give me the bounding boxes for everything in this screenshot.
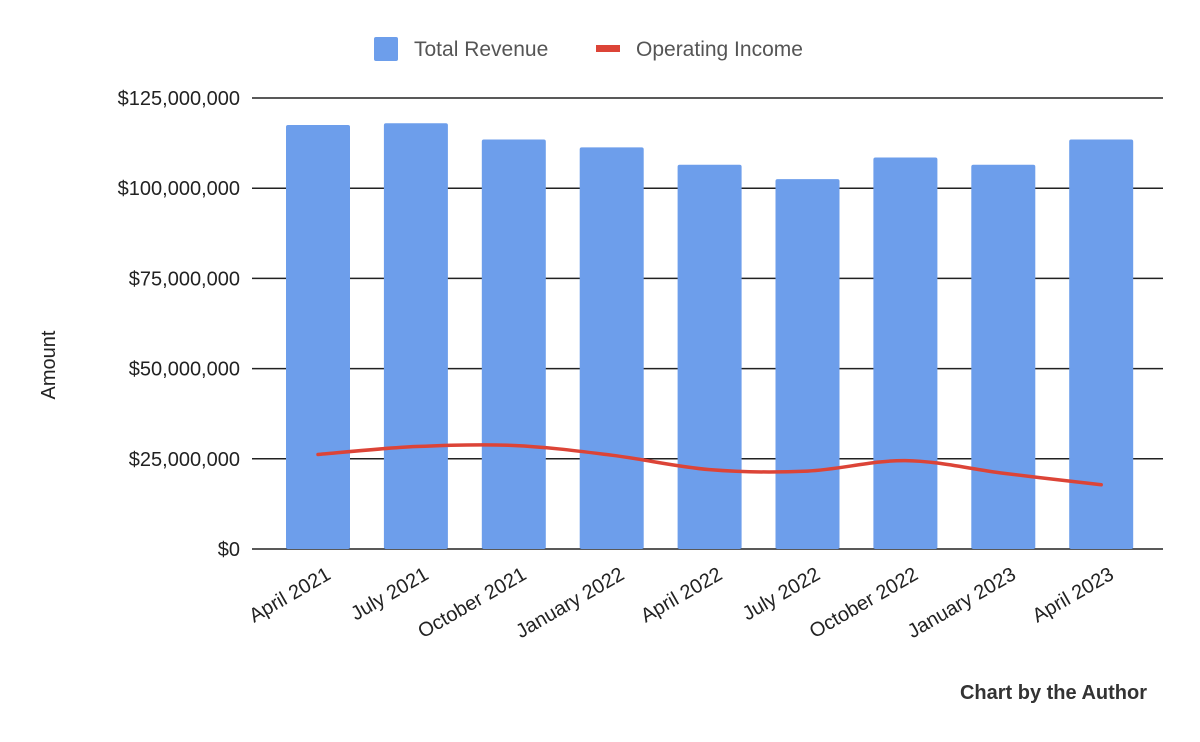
legend-swatch-total-revenue — [374, 37, 398, 61]
x-tick-label: October 2021 — [414, 563, 530, 643]
y-axis-title: Amount — [38, 330, 60, 399]
legend-label-operating-income: Operating Income — [636, 38, 803, 61]
x-tick-label: January 2023 — [904, 563, 1020, 643]
chart-credit: Chart by the Author — [960, 682, 1147, 704]
revenue-bar — [873, 157, 938, 550]
revenue-bar — [383, 123, 448, 550]
revenue-bar — [1069, 139, 1134, 549]
y-tick-label: $50,000,000 — [129, 359, 240, 381]
y-tick-label: $25,000,000 — [129, 449, 240, 471]
y-axis-ticks: $0 $25,000,000 $50,000,000 $75,000,000 $100,… — [118, 88, 240, 561]
revenue-bar — [481, 139, 546, 549]
y-tick-label: $0 — [218, 539, 240, 561]
x-tick-label: July 2022 — [739, 563, 824, 625]
revenue-bar — [971, 164, 1036, 550]
operating-income-line — [316, 443, 1103, 487]
y-tick-label: $125,000,000 — [118, 88, 240, 110]
x-tick-label: April 2022 — [637, 563, 726, 627]
revenue-bar — [579, 147, 644, 549]
y-tick-label: $100,000,000 — [118, 178, 240, 200]
revenue-bar — [677, 164, 742, 550]
legend: Total Revenue Operating Income — [374, 37, 803, 61]
revenue-bar — [775, 179, 840, 549]
legend-swatch-operating-income — [596, 45, 620, 52]
x-tick-label: April 2021 — [246, 563, 335, 627]
x-tick-label: October 2022 — [806, 563, 922, 643]
bars — [286, 123, 1134, 550]
operating-income-path — [316, 443, 1103, 487]
x-tick-label: July 2021 — [347, 563, 432, 625]
x-tick-label: January 2022 — [512, 563, 628, 643]
y-tick-label: $75,000,000 — [129, 268, 240, 290]
legend-label-total-revenue: Total Revenue — [414, 38, 548, 61]
revenue-bar — [286, 125, 350, 549]
x-tick-label: April 2023 — [1029, 563, 1118, 627]
